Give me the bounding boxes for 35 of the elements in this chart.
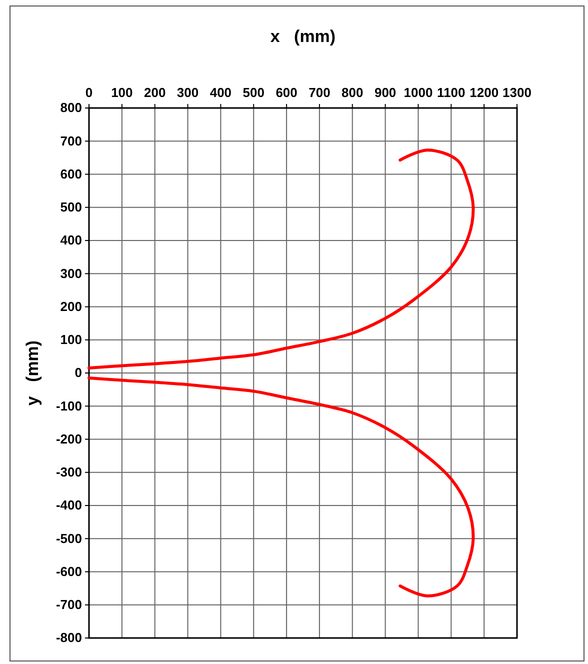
x-tick-label: 1300: [502, 85, 532, 100]
x-tick-label: 1200: [470, 85, 499, 100]
x-tick-label: 200: [144, 85, 166, 100]
y-tick-label: -700: [56, 597, 82, 612]
x-tick-label: 100: [111, 85, 133, 100]
x-tick-label: 700: [308, 85, 330, 100]
x-tick-label: 900: [374, 85, 396, 100]
x-tick-label: 600: [276, 85, 298, 100]
line-series: [88, 376, 475, 598]
y-tick-label: -100: [56, 398, 82, 414]
y-tick-label: 100: [60, 332, 82, 348]
y-tick-label: 800: [60, 100, 82, 116]
y-tick-label: -200: [56, 431, 82, 446]
x-tick-label: 800: [342, 85, 364, 100]
line-series: [88, 148, 475, 370]
y-tick-label: -600: [56, 564, 82, 579]
y-tick-label: 0: [74, 365, 82, 380]
y-tick-label: 600: [60, 166, 82, 182]
x-tick-label: 400: [210, 85, 232, 100]
y-tick-label: -300: [56, 464, 82, 480]
x-tick-label: 1100: [437, 85, 466, 100]
y-tick-label: 400: [60, 232, 82, 248]
y-tick-label: -400: [56, 498, 82, 513]
x-tick-label: 0: [85, 85, 93, 100]
y-tick-label: 500: [60, 200, 82, 215]
y-axis-title: y (mm): [23, 340, 42, 406]
y-tick-label: -500: [56, 530, 82, 546]
y-tick-label: -800: [56, 630, 82, 646]
x-axis-title: x (mm): [270, 27, 336, 46]
x-tick-label: 1000: [404, 85, 433, 100]
x-tick-label: 300: [176, 85, 199, 100]
y-tick-label: 300: [60, 266, 82, 281]
x-tick-label: 500: [242, 85, 264, 100]
y-tick-label: 700: [60, 133, 82, 148]
y-tick-label: 200: [60, 298, 82, 314]
